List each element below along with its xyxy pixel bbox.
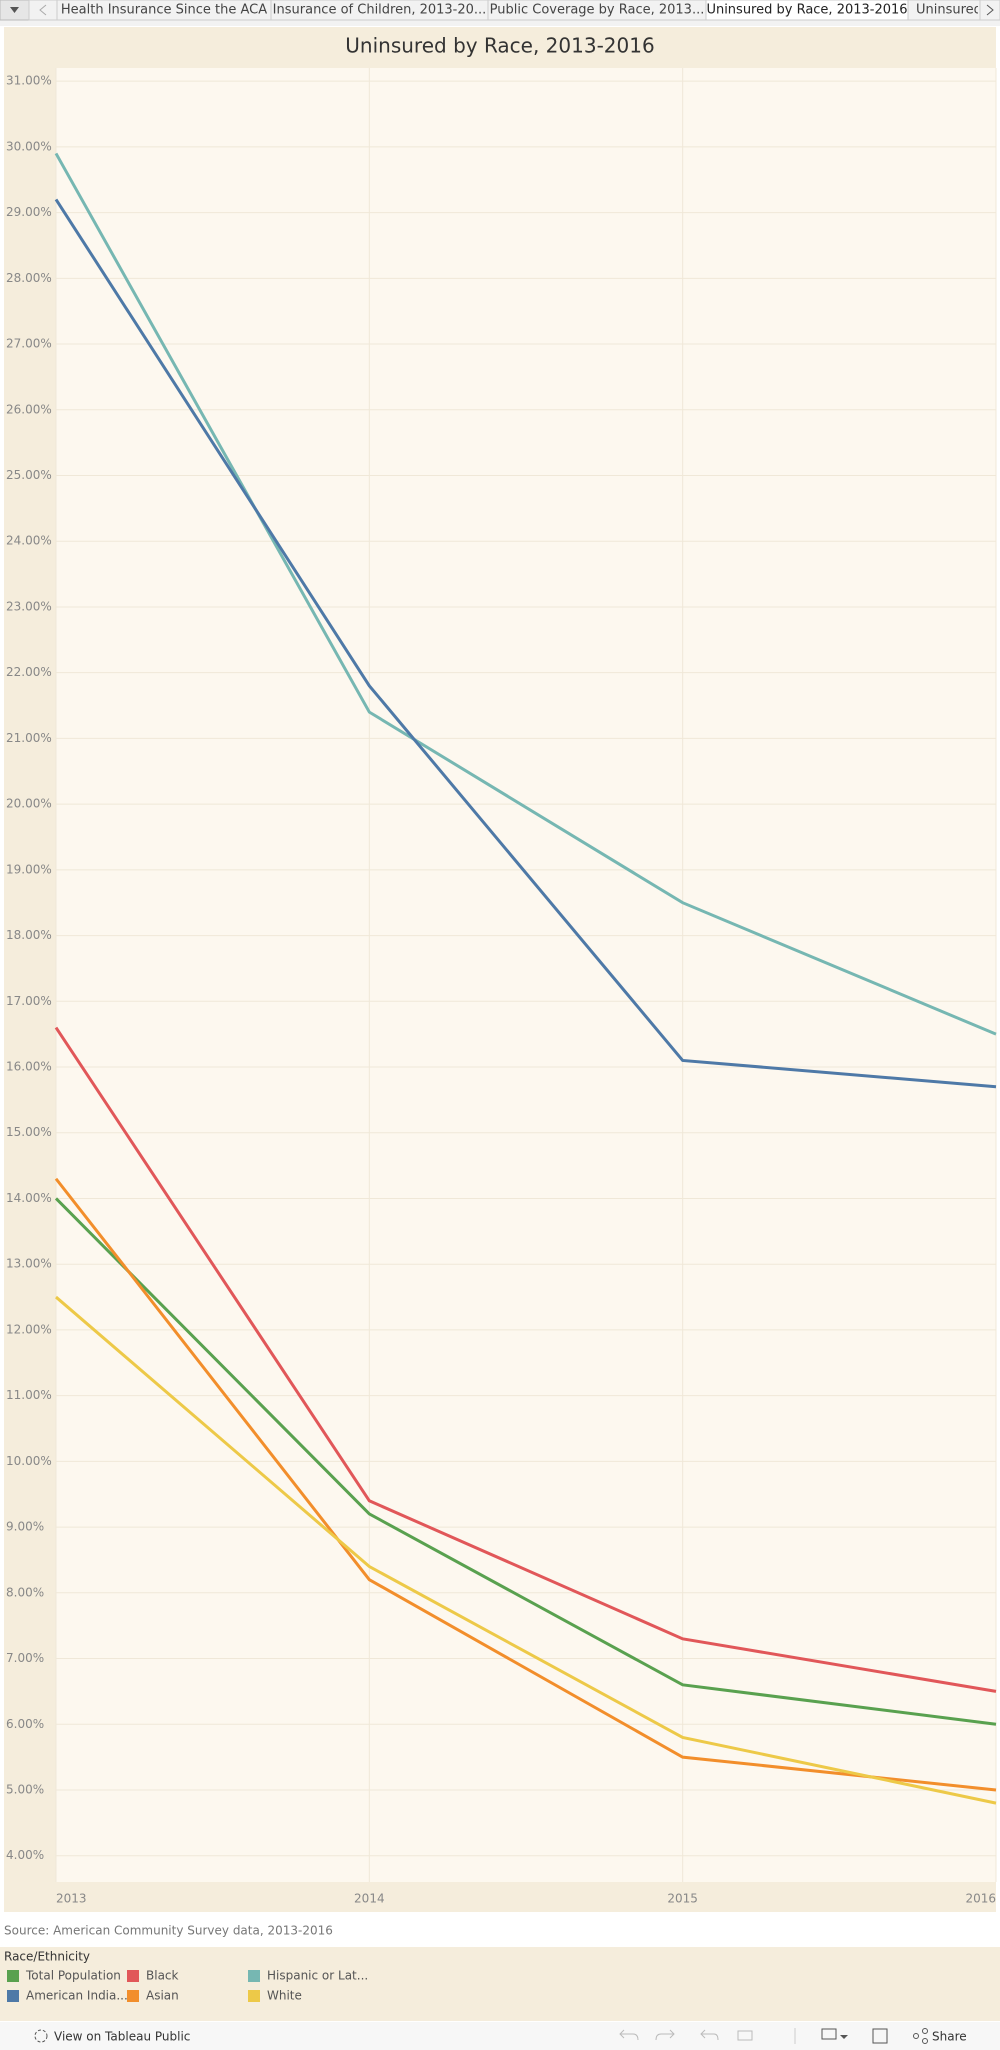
series-line <box>54 1197 997 1726</box>
tab-prev[interactable] <box>28 0 58 21</box>
y-tick-label: 16.00% <box>6 1060 52 1074</box>
y-tick-label: 4.00% <box>6 1848 44 1862</box>
x-tick-label: 2013 <box>56 1892 87 1906</box>
footer-bar <box>0 2022 1000 2050</box>
legend-label[interactable]: Hispanic or Lat... <box>267 1969 368 1983</box>
x-tick-label: 2014 <box>354 1892 385 1906</box>
revert-icon[interactable] <box>700 2029 719 2041</box>
legend-swatch[interactable] <box>7 1990 19 2002</box>
y-tick-label: 10.00% <box>6 1454 52 1468</box>
share-button[interactable]: Share <box>932 2030 967 2044</box>
tab-label: Health Insurance Since the ACA <box>61 3 267 18</box>
y-tick-label: 23.00% <box>6 599 52 613</box>
series-line <box>54 198 997 1089</box>
y-tick-label: 28.00% <box>6 271 52 285</box>
source-note: Source: American Community Survey data, … <box>4 1924 333 1938</box>
series-line <box>54 1026 997 1693</box>
y-tick-label: 12.00% <box>6 1322 52 1336</box>
y-tick-label: 14.00% <box>6 1191 52 1205</box>
share-icon <box>922 2038 928 2044</box>
y-tick-label: 18.00% <box>6 928 52 942</box>
tab-label: Uninsured by Race, 2013-2016 <box>706 3 907 18</box>
y-tick-label: 25.00% <box>6 468 52 482</box>
legend-panel <box>0 1947 1000 2021</box>
y-tick-label: 7.00% <box>6 1651 44 1665</box>
tab-label: Insurance of Children, 2013-20... <box>273 3 487 18</box>
share-icon <box>922 2028 928 2034</box>
legend-swatch[interactable] <box>127 1970 139 1982</box>
device-icon[interactable] <box>821 2028 837 2040</box>
legend-title: Race/Ethnicity <box>4 1950 90 1964</box>
x-tick-label: 2016 <box>965 1892 996 1906</box>
legend-swatch[interactable] <box>7 1970 19 1982</box>
tab-next[interactable] <box>979 0 1000 21</box>
legend-swatch[interactable] <box>127 1990 139 2002</box>
fullscreen-icon[interactable] <box>872 2028 888 2044</box>
series-line <box>55 1295 997 1805</box>
legend-label[interactable]: Asian <box>146 1989 179 2003</box>
y-tick-label: 17.00% <box>6 994 52 1008</box>
y-tick-label: 11.00% <box>6 1388 52 1402</box>
y-tick-label: 9.00% <box>6 1520 44 1534</box>
series-line <box>54 1177 997 1792</box>
series-line <box>54 152 997 1036</box>
redo-icon[interactable] <box>655 2029 675 2041</box>
share-icon <box>913 2033 919 2039</box>
menu-icon <box>10 7 19 13</box>
y-tick-label: 30.00% <box>6 139 52 153</box>
y-tick-label: 27.00% <box>6 337 52 351</box>
legend-label[interactable]: Black <box>146 1969 179 1983</box>
y-tick-label: 6.00% <box>6 1717 44 1731</box>
view-link[interactable]: View on Tableau Public <box>54 2030 190 2044</box>
x-tick-label: 2015 <box>667 1892 698 1906</box>
legend-label[interactable]: American India... <box>26 1989 128 2003</box>
next-icon <box>986 4 994 16</box>
y-tick-label: 19.00% <box>6 862 52 876</box>
y-tick-label: 8.00% <box>6 1585 44 1599</box>
legend-label[interactable]: Total Population <box>25 1969 121 1983</box>
legend-label[interactable]: White <box>267 1989 302 2003</box>
tab-label: Public Coverage by Race, 2013... <box>490 3 705 18</box>
y-tick-label: 22.00% <box>6 665 52 679</box>
legend-swatch[interactable] <box>248 1990 260 2002</box>
chart-title: Uninsured by Race, 2013-2016 <box>345 34 654 58</box>
tab[interactable] <box>907 0 981 21</box>
y-tick-label: 15.00% <box>6 1125 52 1139</box>
y-tick-label: 20.00% <box>6 797 52 811</box>
plot-area <box>56 68 996 1882</box>
y-tick-label: 29.00% <box>6 205 52 219</box>
y-tick-label: 21.00% <box>6 731 52 745</box>
device-arrow <box>840 2035 848 2039</box>
tab-label: Uninsured... <box>916 3 994 18</box>
pause-icon[interactable] <box>737 2030 753 2041</box>
y-tick-label: 5.00% <box>6 1782 44 1796</box>
undo-icon[interactable] <box>619 2029 639 2041</box>
y-tick-label: 31.00% <box>6 74 52 88</box>
y-tick-label: 24.00% <box>6 534 52 548</box>
tableau-icon <box>34 2029 48 2043</box>
y-tick-label: 13.00% <box>6 1257 52 1271</box>
prev-icon <box>39 4 47 16</box>
y-tick-label: 26.00% <box>6 402 52 416</box>
legend-swatch[interactable] <box>248 1970 260 1982</box>
